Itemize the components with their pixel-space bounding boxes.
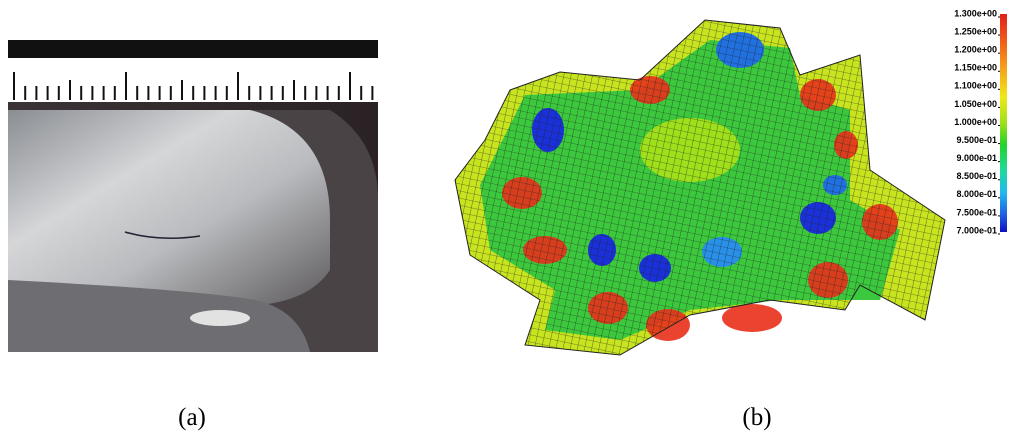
figure: 1.300e+00 1.250e+00 1.200e+00 1.150e+00 1.10…: [0, 0, 1015, 439]
photo: [8, 40, 378, 352]
legend-label: 7.000e-01: [956, 225, 997, 235]
legend-label: 1.000e+00: [954, 117, 997, 127]
legend-label: 1.050e+00: [954, 99, 997, 109]
legend-label: 1.100e+00: [954, 81, 997, 91]
panel-label: (b): [742, 404, 771, 431]
color-bar: [1000, 14, 1007, 232]
legend-label: 1.250e+00: [954, 26, 997, 36]
legend-label: 1.300e+00: [954, 8, 997, 18]
color-legend: 1.300e+00 1.250e+00 1.200e+00 1.150e+00 1.10…: [954, 8, 1007, 235]
panel-label: (a): [178, 404, 206, 431]
legend-label: 1.150e+00: [954, 63, 997, 73]
legend-label: 1.200e+00: [954, 45, 997, 55]
contour-plot: [455, 20, 945, 355]
ruler-edge: [8, 40, 378, 58]
legend-label: 8.500e-01: [956, 171, 997, 181]
page: 1.300e+00 1.250e+00 1.200e+00 1.150e+00 1.10…: [0, 0, 1015, 439]
legend-label: 9.500e-01: [956, 135, 997, 145]
legend-label: 7.500e-01: [956, 207, 997, 217]
legend-label: 8.000e-01: [956, 189, 997, 199]
legend-label: 9.000e-01: [956, 153, 997, 163]
legend-labels: 1.300e+00 1.250e+00 1.200e+00 1.150e+00 1.10…: [954, 8, 1000, 235]
